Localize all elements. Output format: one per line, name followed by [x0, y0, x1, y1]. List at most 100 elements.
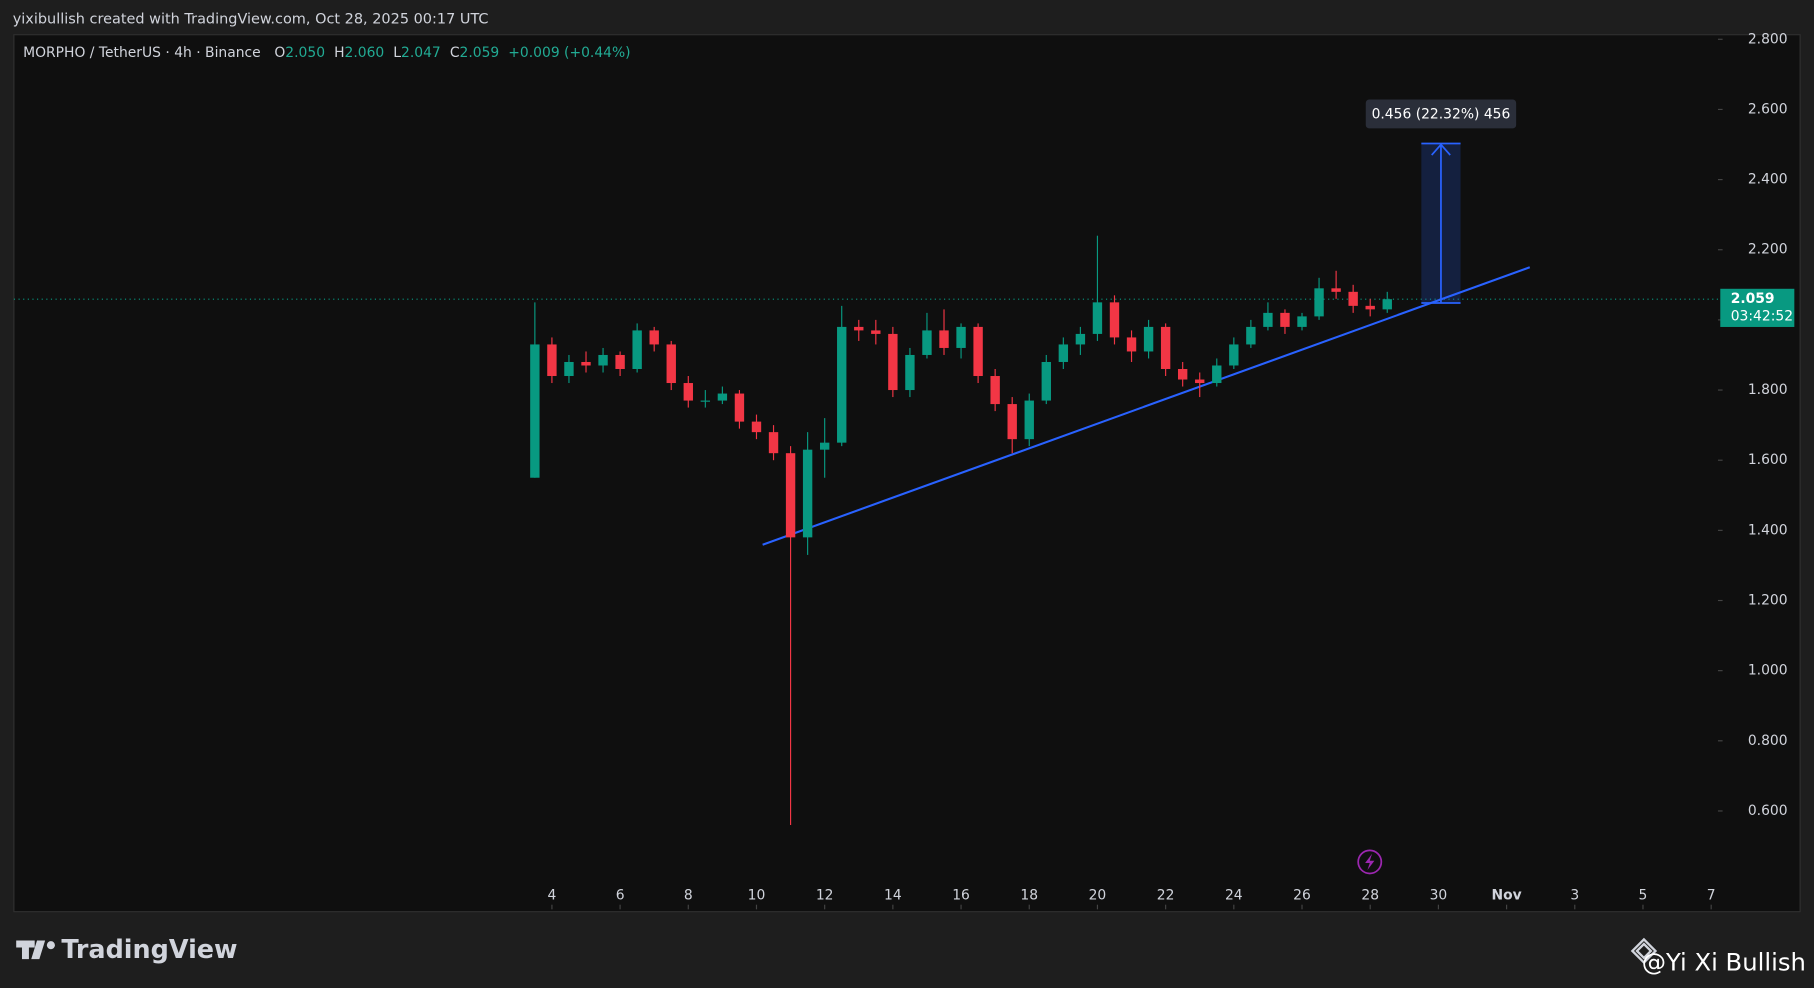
event-icon[interactable] — [1357, 849, 1383, 875]
candle-body — [1314, 288, 1324, 317]
candle-body — [683, 383, 693, 401]
x-tick-label: 12 — [816, 887, 834, 903]
axes: 0.6000.8001.0001.2001.4001.6001.8002.000… — [547, 31, 1788, 910]
candle-body — [1177, 368, 1188, 380]
candle-body — [973, 326, 983, 377]
x-tick-label: 6 — [616, 887, 625, 903]
trendline — [762, 266, 1531, 546]
candle-body — [530, 344, 540, 478]
measure-label: 0.456 (22.32%) 456 — [1372, 107, 1511, 123]
y-tick-label: 0.800 — [1748, 733, 1788, 749]
measure: 0.456 (22.32%) 456 — [1365, 99, 1517, 304]
candle-body — [1229, 344, 1239, 366]
candle-body — [700, 400, 711, 402]
candle-body — [598, 354, 608, 366]
brand-logo — [16, 940, 54, 960]
candle-body — [581, 361, 591, 366]
top-bar: yixibullish created with TradingView.com… — [13, 12, 489, 28]
l-key: L — [393, 45, 401, 61]
h-key: H — [334, 45, 344, 61]
x-tick-label: 30 — [1430, 887, 1448, 903]
candle-body — [1331, 288, 1341, 292]
candle-body — [990, 376, 1000, 405]
candle-body — [649, 330, 659, 345]
candle-body — [1143, 326, 1154, 352]
l: 2.047 — [401, 45, 441, 61]
x-tick-label: 10 — [748, 887, 766, 903]
measure-arrowhead — [1431, 143, 1451, 156]
brand: TradingView — [16, 935, 238, 965]
measure-label-bg — [1365, 99, 1517, 129]
candle-body — [939, 330, 949, 348]
x-tick-label: 28 — [1361, 887, 1379, 903]
candle-body — [1382, 299, 1392, 310]
candle-body — [785, 453, 796, 538]
candle-body — [956, 326, 966, 348]
candle-body — [1263, 312, 1273, 327]
candle-body — [802, 449, 813, 538]
x-tick-label: 3 — [1570, 887, 1579, 903]
candle-body — [1024, 400, 1034, 440]
candle-body — [1007, 404, 1017, 440]
candle-body — [734, 393, 745, 422]
candle-body — [922, 330, 932, 355]
h: 2.060 — [345, 45, 385, 61]
candle-body — [632, 330, 642, 369]
candle-body — [854, 326, 864, 331]
y-tick-label: 1.800 — [1748, 382, 1788, 398]
candle-body — [888, 333, 898, 391]
candle-body — [1126, 337, 1137, 352]
x-tick-label: 5 — [1639, 887, 1648, 903]
candle-body — [1041, 361, 1051, 401]
x-tick-label: 4 — [547, 887, 556, 903]
brand-name: TradingView — [61, 935, 237, 965]
event-circle[interactable] — [1357, 849, 1383, 875]
candle-body — [768, 432, 779, 454]
y-tick-label: 2.200 — [1748, 242, 1788, 258]
change: +0.009 (+0.44%) — [508, 45, 630, 61]
candle-body — [905, 354, 915, 391]
price-tag — [1720, 288, 1795, 327]
x-tick-label: 18 — [1020, 887, 1038, 903]
x-tick-label: 7 — [1707, 887, 1716, 903]
y-tick-label: 1.400 — [1748, 522, 1788, 538]
candle-body — [1246, 326, 1256, 345]
candle-body — [564, 361, 574, 377]
brand-dot — [46, 941, 55, 950]
x-tick-label: 24 — [1225, 887, 1243, 903]
event-bolt[interactable] — [1365, 853, 1375, 870]
y-tick-label: 2.400 — [1748, 172, 1788, 188]
candle-body — [819, 442, 830, 450]
y-tick-label: 0.600 — [1748, 803, 1788, 819]
candle-body — [1365, 305, 1375, 310]
candle-body — [717, 393, 728, 401]
y-tick-label: 1.600 — [1748, 452, 1788, 468]
symbol: MORPHO / TetherUS · 4h · Binance — [23, 45, 261, 61]
candle-body — [1195, 379, 1205, 384]
x-tick-label: 20 — [1089, 887, 1107, 903]
x-tick-label: 14 — [884, 887, 902, 903]
y-tick-label: 2.600 — [1748, 101, 1788, 117]
candle-body — [1297, 316, 1307, 327]
o-key: O — [274, 45, 285, 61]
legend-text: MORPHO / TetherUS · 4h · Binance O2.050 … — [23, 45, 630, 61]
candle-body — [666, 344, 676, 384]
x-tick-label: 16 — [952, 887, 970, 903]
candle-body — [547, 344, 557, 377]
y-tick-label: 2.800 — [1748, 31, 1788, 47]
y-tick-label: 1.000 — [1748, 663, 1788, 679]
x-tick-label: Nov — [1491, 887, 1521, 903]
candle-body — [1075, 333, 1086, 345]
candle-body — [1058, 344, 1069, 362]
candle-body — [1109, 302, 1120, 338]
author-icon — [1630, 937, 1658, 965]
c: 2.059 — [460, 45, 500, 61]
author: @Yi Xi Bullish — [1642, 948, 1806, 977]
price-tag-label: 2.059 — [1731, 291, 1775, 307]
candle-body — [751, 421, 762, 433]
candle-body — [1160, 326, 1171, 369]
candle-body — [871, 330, 881, 334]
y-tick-label: 1.200 — [1748, 593, 1788, 609]
countdown: 03:42:52 — [1731, 309, 1793, 325]
